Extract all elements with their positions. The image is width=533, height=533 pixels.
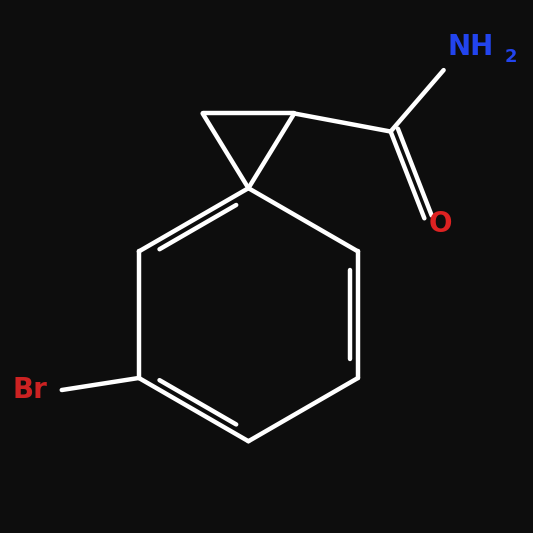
Text: 2: 2 bbox=[505, 48, 518, 66]
Text: Br: Br bbox=[13, 376, 48, 404]
Text: NH: NH bbox=[447, 33, 493, 61]
Text: O: O bbox=[429, 211, 452, 238]
